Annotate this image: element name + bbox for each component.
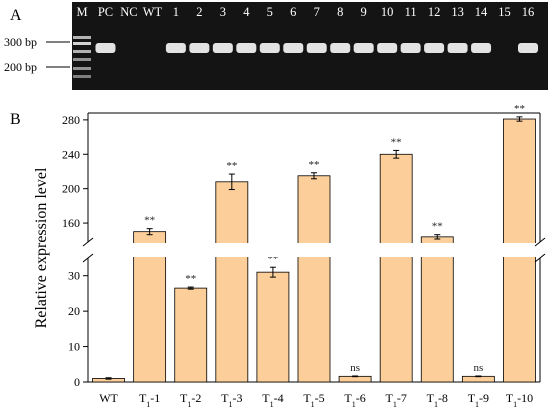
gel-band — [212, 43, 233, 53]
x-tick-label: T1-2 — [180, 391, 201, 409]
axis-break-mark-right — [534, 237, 546, 247]
gel-band — [283, 43, 304, 53]
y-tick-label: 30 — [68, 269, 80, 283]
y-axis-title: Relative expression level — [33, 167, 50, 328]
gel-lane-label: 6 — [290, 5, 296, 19]
gel-ladder-band — [73, 67, 91, 70]
x-tick-label: T1-10 — [506, 391, 533, 409]
x-tick-label: T1-4 — [262, 391, 283, 409]
gel-band — [189, 43, 210, 53]
gel-band — [400, 43, 421, 53]
gel-lane-label: WT — [143, 5, 163, 19]
gel-band — [353, 43, 374, 53]
significance-label: ** — [514, 103, 525, 115]
y-tick-label: 200 — [62, 182, 80, 196]
axis-break-mark-left — [82, 237, 94, 247]
significance-label: ** — [391, 136, 402, 148]
gel-lane-label: 3 — [220, 5, 226, 19]
gel-bands — [95, 43, 538, 53]
gel-lane-label: 4 — [243, 5, 250, 19]
x-tick-label: WT — [99, 391, 118, 405]
gel-band — [236, 43, 257, 53]
x-tick-label: T1-7 — [386, 391, 407, 409]
gel-lane-label: 10 — [381, 5, 394, 19]
bar — [379, 153, 413, 383]
gel-lane-label: 11 — [405, 5, 417, 19]
y-tick-label: 20 — [68, 304, 80, 318]
gel-band — [447, 43, 468, 53]
significance-label: ** — [309, 159, 320, 171]
x-tick-label: T1-1 — [139, 391, 160, 409]
x-tick-label: T1-9 — [468, 391, 489, 409]
axis-break-mark-right — [534, 253, 546, 263]
gel-ladder — [73, 36, 91, 78]
gel-lane-label: 15 — [498, 5, 511, 19]
significance-label: ** — [432, 221, 443, 233]
panel-a-letter: A — [10, 7, 22, 24]
significance-label: ** — [226, 160, 237, 172]
bar — [215, 181, 249, 383]
y-tick-label: 10 — [68, 340, 80, 354]
significance-label: ns — [350, 362, 360, 374]
gel-lane-label: 13 — [451, 5, 464, 19]
gel-band — [471, 43, 492, 53]
gel-band — [95, 43, 116, 53]
x-tick-label: T1-6 — [344, 391, 365, 409]
gel-ladder-band — [73, 42, 91, 45]
gel-lane-label: 5 — [267, 5, 273, 19]
gel-band — [259, 43, 280, 53]
gel-lane-label: 9 — [361, 5, 367, 19]
gel-image: M PC NC WT 1 2 3 4 5 6 7 8 9 10 11 12 13 14 15 16 — [72, 2, 548, 90]
gel-lane-label: 7 — [314, 5, 320, 19]
significance-label: ** — [267, 253, 278, 265]
y-tick-label: 0 — [74, 375, 80, 389]
bar — [174, 287, 208, 383]
gel-lane-label: 14 — [475, 5, 488, 19]
y-tick-label: 240 — [62, 147, 80, 161]
marker-label-200: 200 bp — [4, 60, 37, 74]
panel-b-letter: B — [10, 111, 21, 128]
gel-band — [377, 43, 398, 53]
gel-ladder-band — [73, 36, 91, 39]
bar — [297, 175, 331, 383]
significance-label: ** — [144, 215, 155, 227]
gel-lane-label: 1 — [173, 5, 179, 19]
gel-ladder-band — [73, 50, 91, 53]
marker-labels: 300 bp 200 bp — [4, 35, 70, 74]
gel-ladder-band — [73, 75, 91, 78]
gel-ladder-band — [73, 58, 91, 61]
gel-lane-label: 12 — [428, 5, 441, 19]
plot-area: 0 10 20 30 160 200 240 280 WT ** T1-1 ** T1-2 ** T1-3 *… — [62, 103, 548, 409]
axis-break-gap — [80, 243, 548, 257]
gel-lane-label: NC — [120, 5, 137, 19]
gel-band — [306, 43, 327, 53]
gel-lane-label: PC — [98, 5, 113, 19]
gel-lane-label: 8 — [337, 5, 343, 19]
x-tick-label: T1-3 — [221, 391, 242, 409]
bar — [256, 271, 290, 383]
gel-lane-label: M — [76, 5, 87, 19]
x-tick-label: T1-5 — [303, 391, 324, 409]
significance-label: ** — [185, 273, 196, 285]
axis-break-mark-left — [82, 253, 94, 263]
gel-lane-labels: M PC NC WT 1 2 3 4 5 6 7 8 9 10 11 12 13 14 15 16 — [76, 5, 534, 19]
x-tick-label: T1-8 — [427, 391, 448, 409]
gel-lane-label: 2 — [196, 5, 202, 19]
gel-band — [518, 43, 538, 53]
marker-label-300: 300 bp — [4, 35, 37, 49]
y-tick-label: 160 — [62, 216, 80, 230]
bar — [420, 236, 454, 383]
significance-label: ns — [473, 362, 483, 374]
gel-band — [330, 43, 351, 53]
gel-band — [165, 43, 186, 53]
gel-band — [424, 43, 445, 53]
gel-lane-label: 16 — [522, 5, 535, 19]
y-tick-label: 280 — [62, 113, 80, 127]
